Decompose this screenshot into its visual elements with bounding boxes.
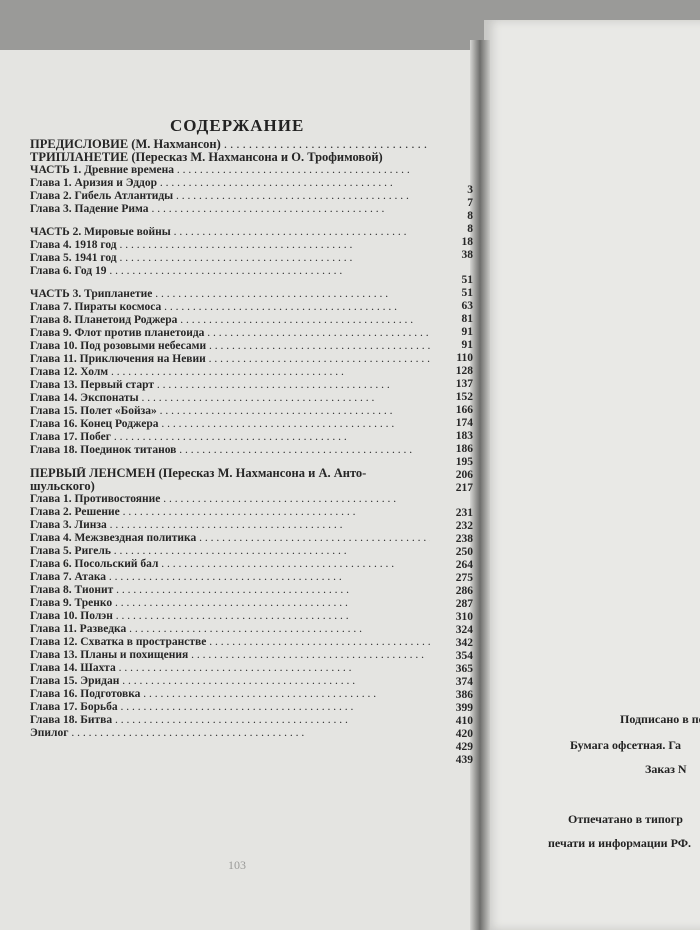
toc-line: Глава 7. Атака xyxy=(30,571,430,584)
toc-line: Глава 18. Битва xyxy=(30,714,430,727)
page-number: 410 xyxy=(455,715,473,727)
toc-line: Глава 13. Планы и похищения xyxy=(30,649,430,662)
toc-line: Глава 6. Год 19 xyxy=(30,265,430,278)
page-number: 287 xyxy=(455,598,473,610)
page-number: 91 xyxy=(461,326,474,338)
page-number: 63 xyxy=(461,300,474,312)
page-number: 354 xyxy=(455,650,473,662)
page-number: 238 xyxy=(455,533,473,545)
page-number: 3 xyxy=(467,184,473,196)
page-number: 38 xyxy=(461,249,474,261)
page-number: 110 xyxy=(456,352,473,364)
page-number: 174 xyxy=(455,417,473,429)
page-number: 231 xyxy=(455,507,473,519)
page-number: 8 xyxy=(467,210,473,222)
toc-line: Глава 9. Флот против планетоида xyxy=(30,327,430,340)
page-number: 195 xyxy=(455,456,473,468)
toc-line: ПРЕДИСЛОВИЕ (М. Нахмансон) xyxy=(30,138,430,151)
toc-line: Глава 6. Посольский бал xyxy=(30,558,430,571)
toc-line: Глава 10. Под розовыми небесами xyxy=(30,340,430,353)
toc-line: Глава 2. Решение xyxy=(30,506,430,519)
gutter xyxy=(470,40,490,930)
toc-line: Глава 16. Подготовка xyxy=(30,688,430,701)
toc-line: Глава 2. Гибель Атлантиды xyxy=(30,190,430,203)
toc-line: Глава 3. Падение Рима xyxy=(30,203,430,216)
toc-line: Глава 15. Полет «Бойза» xyxy=(30,405,430,418)
right-page xyxy=(484,20,700,930)
page-number: 81 xyxy=(461,313,474,325)
page-number: 51 xyxy=(461,287,474,299)
toc-line: Глава 16. Конец Роджера xyxy=(30,418,430,431)
page-number: 365 xyxy=(455,663,473,675)
page-number: 399 xyxy=(455,702,473,714)
page-number: 232 xyxy=(455,520,473,532)
imprint-line: Подписано в печа xyxy=(620,712,700,726)
toc-line: Глава 4. Межзвездная политика xyxy=(30,532,430,545)
page-number: 137 xyxy=(455,378,473,390)
imprint-line: печати и информации РФ. xyxy=(548,836,692,850)
toc-line: Глава 1. Аризия и Эддор xyxy=(30,177,430,190)
toc-line: ТРИПЛАНЕТИЕ (Пересказ М. Нахмансона и О.… xyxy=(30,151,383,164)
toc-line: ЧАСТЬ 2. Мировые войны xyxy=(30,226,430,239)
page-number: 7 xyxy=(467,197,473,209)
toc-line: Глава 15. Эридан xyxy=(30,675,430,688)
page-number: 275 xyxy=(455,572,473,584)
page-number: 386 xyxy=(455,689,473,701)
toc-line: Глава 14. Шахта xyxy=(30,662,430,675)
toc-title: СОДЕРЖАНИЕ xyxy=(170,116,305,135)
page-number: 186 xyxy=(455,443,473,455)
toc-line: Глава 9. Тренко xyxy=(30,597,430,610)
toc-line: Глава 3. Линза xyxy=(30,519,430,532)
toc-line: Глава 11. Разведка xyxy=(30,623,430,636)
page-number: 152 xyxy=(455,391,473,403)
toc-line: Глава 1. Противостояние xyxy=(30,493,430,506)
page-number: 51 xyxy=(461,274,474,286)
page-number: 420 xyxy=(455,728,473,740)
page-number: 217 xyxy=(455,482,473,494)
toc-line: Глава 17. Борьба xyxy=(30,701,430,714)
toc-line: Глава 12. Холм xyxy=(30,366,430,379)
toc-line: Глава 8. Тионит xyxy=(30,584,430,597)
page-number: 429 xyxy=(455,741,473,753)
toc-page-numbers: 3 7 8 8 18 38 51 51 63 81 91 91 110 128 137 152 166 174 18… xyxy=(425,184,473,767)
imprint-line: Бумага офсетная. Га xyxy=(570,738,681,752)
toc-line: Глава 5. 1941 год xyxy=(30,252,430,265)
toc-line: Глава 13. Первый старт xyxy=(30,379,430,392)
toc-line: Глава 17. Побег xyxy=(30,431,430,444)
imprint-line: Отпечатано в типогр xyxy=(568,812,683,826)
page-number: 439 xyxy=(455,754,473,766)
page-number: 166 xyxy=(455,404,473,416)
toc-line: Глава 18. Поединок титанов xyxy=(30,444,430,457)
toc-line: Глава 5. Ригель xyxy=(30,545,430,558)
page-number: 286 xyxy=(455,585,473,597)
toc-line: Глава 10. Полэн xyxy=(30,610,430,623)
toc-line: Эпилог xyxy=(30,727,430,740)
page-number: 324 xyxy=(455,624,473,636)
toc-line: шульского) xyxy=(30,480,95,493)
page-number: 183 xyxy=(455,430,473,442)
page-number: 342 xyxy=(455,637,473,649)
toc-line: Глава 8. Планетоид Роджера xyxy=(30,314,430,327)
toc-line: ПЕРВЫЙ ЛЕНСМЕН (Пересказ М. Нахмансона и… xyxy=(30,467,367,480)
page-number: 206 xyxy=(455,469,473,481)
page-number: 250 xyxy=(455,546,473,558)
page-number: 18 xyxy=(461,236,474,248)
toc-lines: ПРЕДИСЛОВИЕ (М. Нахмансон)ТРИПЛАНЕТИЕ (П… xyxy=(30,138,430,740)
page-number: 264 xyxy=(455,559,473,571)
page-number: 374 xyxy=(455,676,473,688)
folio: 103 xyxy=(228,858,246,872)
page-number: 128 xyxy=(455,365,473,377)
toc-line: ЧАСТЬ 1. Древние времена xyxy=(30,164,430,177)
toc-line: Глава 14. Экспонаты xyxy=(30,392,430,405)
page-number: 310 xyxy=(455,611,473,623)
toc-line: Глава 11. Приключения на Невии xyxy=(30,353,430,366)
page-number: 8 xyxy=(467,223,473,235)
toc-line: Глава 12. Схватка в пространстве xyxy=(30,636,430,649)
page-number: 91 xyxy=(461,339,474,351)
toc-line: Глава 4. 1918 год xyxy=(30,239,430,252)
imprint-line: Заказ N xyxy=(645,762,687,776)
toc-line: Глава 7. Пираты космоса xyxy=(30,301,430,314)
toc-line: ЧАСТЬ 3. Трипланетие xyxy=(30,288,430,301)
